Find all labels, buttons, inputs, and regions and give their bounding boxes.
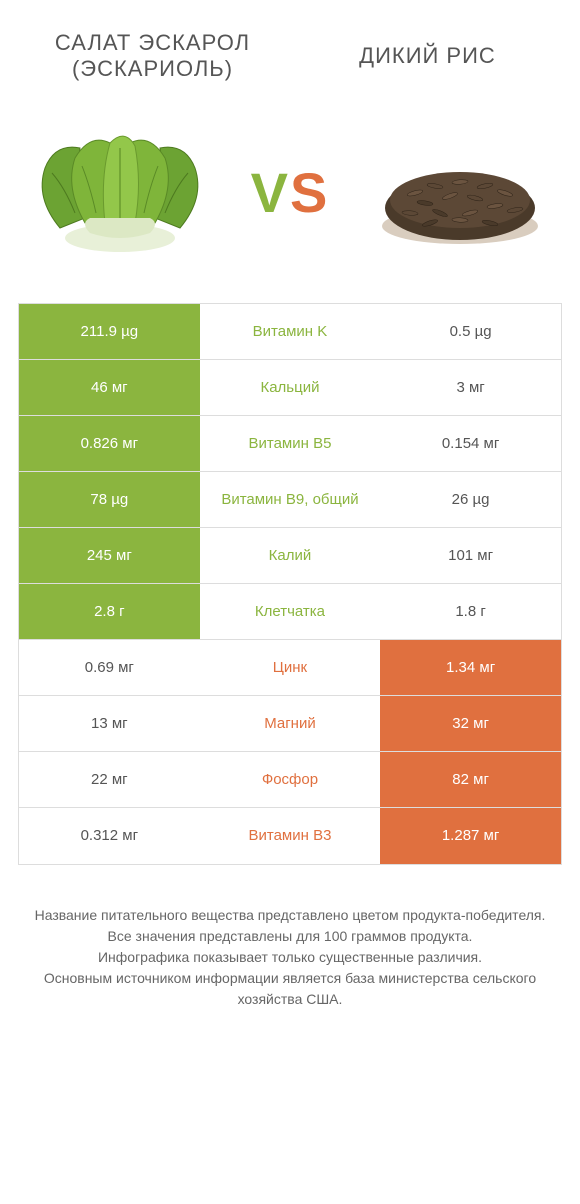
cell-nutrient-name: Витамин K — [200, 304, 381, 359]
table-row: 2.8 гКлетчатка1.8 г — [19, 584, 561, 640]
cell-right-value: 3 мг — [380, 360, 561, 415]
cell-left-value: 78 µg — [19, 472, 200, 527]
lettuce-icon — [30, 128, 210, 258]
cell-nutrient-name: Витамин B5 — [200, 416, 381, 471]
footer-line: Основным источником информации является … — [30, 968, 550, 1010]
table-row: 22 мгФосфор82 мг — [19, 752, 561, 808]
cell-right-value: 32 мг — [380, 696, 561, 751]
table-row: 78 µgВитамин B9, общий26 µg — [19, 472, 561, 528]
cell-right-value: 82 мг — [380, 752, 561, 807]
footer-line: Название питательного вещества представл… — [30, 905, 550, 926]
cell-nutrient-name: Фосфор — [200, 752, 381, 807]
cell-right-value: 26 µg — [380, 472, 561, 527]
table-row: 46 мгКальций3 мг — [19, 360, 561, 416]
cell-right-value: 0.5 µg — [380, 304, 561, 359]
cell-left-value: 46 мг — [19, 360, 200, 415]
table-row: 211.9 µgВитамин K0.5 µg — [19, 304, 561, 360]
vs-v: V — [251, 160, 290, 225]
product-right-title: ДИКИЙ РИС — [315, 43, 540, 69]
cell-nutrient-name: Цинк — [200, 640, 381, 695]
vs-label: VS — [251, 160, 330, 225]
cell-right-value: 1.34 мг — [380, 640, 561, 695]
cell-nutrient-name: Клетчатка — [200, 584, 381, 639]
product-right-image — [360, 123, 560, 263]
cell-left-value: 0.69 мг — [19, 640, 200, 695]
header: САЛАТ ЭСКАРОЛ (ЭСКАРИОЛЬ) ДИКИЙ РИС — [0, 0, 580, 93]
footer-note: Название питательного вещества представл… — [0, 865, 580, 1010]
cell-left-value: 0.312 мг — [19, 808, 200, 864]
footer-line: Инфографика показывает только существенн… — [30, 947, 550, 968]
cell-left-value: 13 мг — [19, 696, 200, 751]
cell-nutrient-name: Витамин B9, общий — [200, 472, 381, 527]
cell-right-value: 0.154 мг — [380, 416, 561, 471]
cell-left-value: 2.8 г — [19, 584, 200, 639]
footer-line: Все значения представлены для 100 граммо… — [30, 926, 550, 947]
cell-left-value: 211.9 µg — [19, 304, 200, 359]
vs-s: S — [290, 160, 329, 225]
cell-left-value: 0.826 мг — [19, 416, 200, 471]
images-row: VS — [0, 93, 580, 293]
cell-nutrient-name: Кальций — [200, 360, 381, 415]
table-row: 0.69 мгЦинк1.34 мг — [19, 640, 561, 696]
table-row: 0.826 мгВитамин B50.154 мг — [19, 416, 561, 472]
cell-nutrient-name: Витамин B3 — [200, 808, 381, 864]
cell-right-value: 1.8 г — [380, 584, 561, 639]
cell-nutrient-name: Калий — [200, 528, 381, 583]
cell-left-value: 245 мг — [19, 528, 200, 583]
table-row: 13 мгМагний32 мг — [19, 696, 561, 752]
cell-right-value: 1.287 мг — [380, 808, 561, 864]
product-left-image — [20, 123, 220, 263]
nutrient-table: 211.9 µgВитамин K0.5 µg46 мгКальций3 мг0… — [18, 303, 562, 865]
cell-nutrient-name: Магний — [200, 696, 381, 751]
product-left-title: САЛАТ ЭСКАРОЛ (ЭСКАРИОЛЬ) — [40, 30, 265, 83]
table-row: 0.312 мгВитамин B31.287 мг — [19, 808, 561, 864]
cell-right-value: 101 мг — [380, 528, 561, 583]
cell-left-value: 22 мг — [19, 752, 200, 807]
rice-icon — [375, 138, 545, 248]
table-row: 245 мгКалий101 мг — [19, 528, 561, 584]
